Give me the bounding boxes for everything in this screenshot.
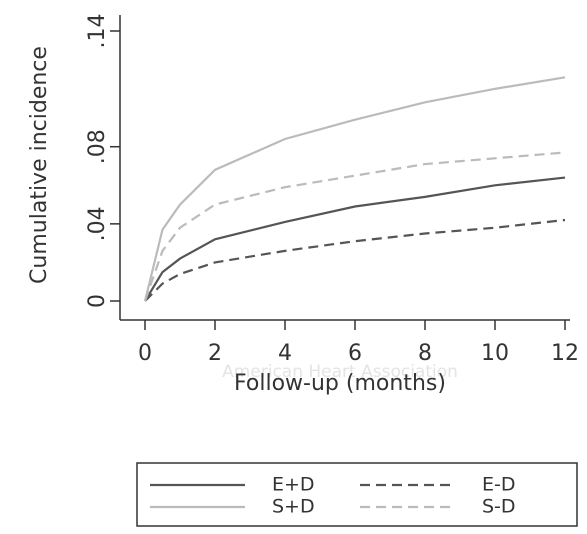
watermark: American Heart Association xyxy=(222,362,458,382)
y-tick-label: .14 xyxy=(85,14,110,49)
y-tick-label: .04 xyxy=(85,206,110,241)
legend-label: S-D xyxy=(482,496,516,518)
legend-label: S+D xyxy=(272,496,315,518)
y-tick-label: .08 xyxy=(85,129,110,164)
series-line xyxy=(144,176,566,302)
legend-label: E+D xyxy=(272,474,315,496)
x-tick-label: 12 xyxy=(551,341,579,366)
x-tick-label: 0 xyxy=(138,341,152,366)
x-tick-label: 2 xyxy=(208,341,222,366)
y-tick-label: 0 xyxy=(85,294,110,308)
series-line xyxy=(144,218,566,302)
legend-box xyxy=(136,462,578,527)
x-tick-label: 8 xyxy=(418,341,432,366)
legend-label: E-D xyxy=(482,474,516,496)
x-axis-title: Follow-up (months) xyxy=(234,371,446,396)
x-tick-label: 6 xyxy=(348,341,362,366)
series-line xyxy=(143,151,566,302)
y-axis-title: Cumulative incidence xyxy=(27,46,52,284)
x-tick-label: 10 xyxy=(481,341,509,366)
series-line xyxy=(143,76,566,302)
x-tick-label: 4 xyxy=(278,341,292,366)
